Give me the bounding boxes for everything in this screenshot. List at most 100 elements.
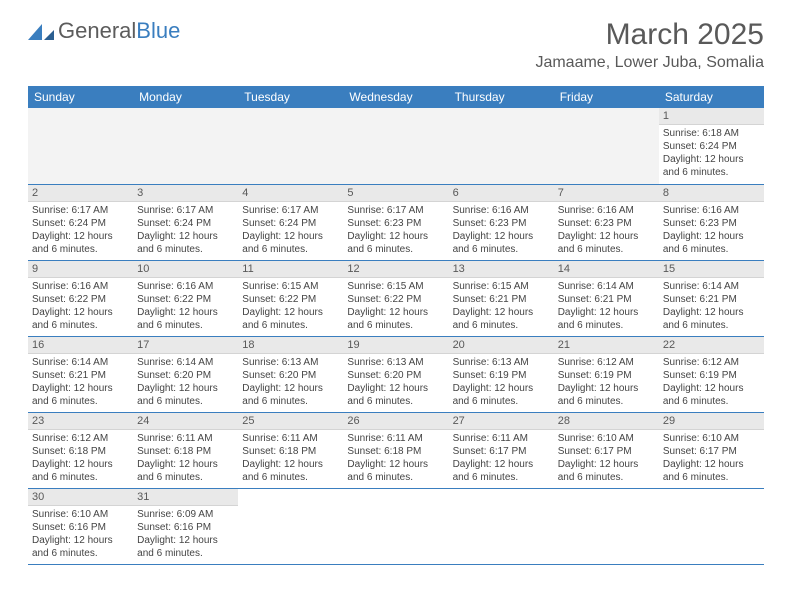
calendar-table: SundayMondayTuesdayWednesdayThursdayFrid…: [28, 86, 764, 565]
day-body: Sunrise: 6:10 AMSunset: 6:17 PMDaylight:…: [554, 430, 659, 488]
calendar-row: 23Sunrise: 6:12 AMSunset: 6:18 PMDayligh…: [28, 412, 764, 488]
page-title: March 2025: [535, 18, 764, 52]
day-number: 2: [28, 185, 133, 202]
day-body: Sunrise: 6:13 AMSunset: 6:19 PMDaylight:…: [449, 354, 554, 412]
weekday-header: Friday: [554, 86, 659, 108]
logo-icon: [28, 20, 54, 42]
day-body: Sunrise: 6:09 AMSunset: 6:16 PMDaylight:…: [133, 506, 238, 564]
day-number: 1: [659, 108, 764, 125]
weekday-header-row: SundayMondayTuesdayWednesdayThursdayFrid…: [28, 86, 764, 108]
day-cell: 17Sunrise: 6:14 AMSunset: 6:20 PMDayligh…: [133, 336, 238, 412]
day-body: Sunrise: 6:17 AMSunset: 6:23 PMDaylight:…: [343, 202, 448, 260]
location: Jamaame, Lower Juba, Somalia: [535, 54, 764, 72]
empty-cell: [554, 488, 659, 564]
empty-cell: [343, 488, 448, 564]
day-cell: 21Sunrise: 6:12 AMSunset: 6:19 PMDayligh…: [554, 336, 659, 412]
day-cell: 12Sunrise: 6:15 AMSunset: 6:22 PMDayligh…: [343, 260, 448, 336]
day-number: 17: [133, 337, 238, 354]
day-number: 14: [554, 261, 659, 278]
day-cell: 6Sunrise: 6:16 AMSunset: 6:23 PMDaylight…: [449, 184, 554, 260]
day-body: Sunrise: 6:14 AMSunset: 6:21 PMDaylight:…: [28, 354, 133, 412]
empty-cell: [659, 488, 764, 564]
empty-cell: [554, 108, 659, 184]
day-cell: 31Sunrise: 6:09 AMSunset: 6:16 PMDayligh…: [133, 488, 238, 564]
day-cell: 16Sunrise: 6:14 AMSunset: 6:21 PMDayligh…: [28, 336, 133, 412]
day-number: 10: [133, 261, 238, 278]
day-body: Sunrise: 6:18 AMSunset: 6:24 PMDaylight:…: [659, 125, 764, 183]
weekday-header: Thursday: [449, 86, 554, 108]
day-number: 19: [343, 337, 448, 354]
day-body: Sunrise: 6:13 AMSunset: 6:20 PMDaylight:…: [343, 354, 448, 412]
title-block: March 2025 Jamaame, Lower Juba, Somalia: [535, 18, 764, 72]
empty-cell: [133, 108, 238, 184]
day-body: Sunrise: 6:14 AMSunset: 6:20 PMDaylight:…: [133, 354, 238, 412]
day-body: Sunrise: 6:17 AMSunset: 6:24 PMDaylight:…: [28, 202, 133, 260]
calendar-row: 16Sunrise: 6:14 AMSunset: 6:21 PMDayligh…: [28, 336, 764, 412]
day-cell: 30Sunrise: 6:10 AMSunset: 6:16 PMDayligh…: [28, 488, 133, 564]
day-body: Sunrise: 6:12 AMSunset: 6:19 PMDaylight:…: [554, 354, 659, 412]
day-cell: 23Sunrise: 6:12 AMSunset: 6:18 PMDayligh…: [28, 412, 133, 488]
day-cell: 18Sunrise: 6:13 AMSunset: 6:20 PMDayligh…: [238, 336, 343, 412]
day-body: Sunrise: 6:12 AMSunset: 6:18 PMDaylight:…: [28, 430, 133, 488]
day-number: 18: [238, 337, 343, 354]
day-number: 25: [238, 413, 343, 430]
day-body: Sunrise: 6:10 AMSunset: 6:16 PMDaylight:…: [28, 506, 133, 564]
day-body: Sunrise: 6:16 AMSunset: 6:23 PMDaylight:…: [659, 202, 764, 260]
day-number: 6: [449, 185, 554, 202]
day-cell: 14Sunrise: 6:14 AMSunset: 6:21 PMDayligh…: [554, 260, 659, 336]
day-cell: 19Sunrise: 6:13 AMSunset: 6:20 PMDayligh…: [343, 336, 448, 412]
logo-text-1: General: [58, 18, 136, 43]
day-cell: 10Sunrise: 6:16 AMSunset: 6:22 PMDayligh…: [133, 260, 238, 336]
day-body: Sunrise: 6:10 AMSunset: 6:17 PMDaylight:…: [659, 430, 764, 488]
logo-text: GeneralBlue: [58, 18, 180, 44]
day-number: 16: [28, 337, 133, 354]
day-number: 8: [659, 185, 764, 202]
day-number: 26: [343, 413, 448, 430]
calendar-body: 1Sunrise: 6:18 AMSunset: 6:24 PMDaylight…: [28, 108, 764, 564]
day-body: Sunrise: 6:11 AMSunset: 6:18 PMDaylight:…: [133, 430, 238, 488]
day-cell: 27Sunrise: 6:11 AMSunset: 6:17 PMDayligh…: [449, 412, 554, 488]
day-cell: 9Sunrise: 6:16 AMSunset: 6:22 PMDaylight…: [28, 260, 133, 336]
empty-cell: [343, 108, 448, 184]
day-cell: 22Sunrise: 6:12 AMSunset: 6:19 PMDayligh…: [659, 336, 764, 412]
calendar-row: 1Sunrise: 6:18 AMSunset: 6:24 PMDaylight…: [28, 108, 764, 184]
calendar-row: 2Sunrise: 6:17 AMSunset: 6:24 PMDaylight…: [28, 184, 764, 260]
header: GeneralBlue March 2025 Jamaame, Lower Ju…: [28, 18, 764, 72]
empty-cell: [238, 108, 343, 184]
day-number: 20: [449, 337, 554, 354]
day-cell: 11Sunrise: 6:15 AMSunset: 6:22 PMDayligh…: [238, 260, 343, 336]
day-number: 15: [659, 261, 764, 278]
day-number: 7: [554, 185, 659, 202]
logo: GeneralBlue: [28, 18, 180, 44]
day-cell: 1Sunrise: 6:18 AMSunset: 6:24 PMDaylight…: [659, 108, 764, 184]
day-cell: 29Sunrise: 6:10 AMSunset: 6:17 PMDayligh…: [659, 412, 764, 488]
day-number: 29: [659, 413, 764, 430]
empty-cell: [449, 488, 554, 564]
day-number: 11: [238, 261, 343, 278]
day-body: Sunrise: 6:13 AMSunset: 6:20 PMDaylight:…: [238, 354, 343, 412]
day-body: Sunrise: 6:14 AMSunset: 6:21 PMDaylight:…: [659, 278, 764, 336]
day-cell: 3Sunrise: 6:17 AMSunset: 6:24 PMDaylight…: [133, 184, 238, 260]
day-number: 22: [659, 337, 764, 354]
day-body: Sunrise: 6:16 AMSunset: 6:23 PMDaylight:…: [449, 202, 554, 260]
day-body: Sunrise: 6:16 AMSunset: 6:22 PMDaylight:…: [28, 278, 133, 336]
empty-cell: [238, 488, 343, 564]
day-number: 13: [449, 261, 554, 278]
day-cell: 7Sunrise: 6:16 AMSunset: 6:23 PMDaylight…: [554, 184, 659, 260]
day-body: Sunrise: 6:15 AMSunset: 6:21 PMDaylight:…: [449, 278, 554, 336]
day-body: Sunrise: 6:11 AMSunset: 6:18 PMDaylight:…: [343, 430, 448, 488]
day-body: Sunrise: 6:15 AMSunset: 6:22 PMDaylight:…: [238, 278, 343, 336]
day-body: Sunrise: 6:14 AMSunset: 6:21 PMDaylight:…: [554, 278, 659, 336]
day-number: 28: [554, 413, 659, 430]
day-cell: 5Sunrise: 6:17 AMSunset: 6:23 PMDaylight…: [343, 184, 448, 260]
day-cell: 25Sunrise: 6:11 AMSunset: 6:18 PMDayligh…: [238, 412, 343, 488]
day-body: Sunrise: 6:16 AMSunset: 6:23 PMDaylight:…: [554, 202, 659, 260]
calendar-row: 30Sunrise: 6:10 AMSunset: 6:16 PMDayligh…: [28, 488, 764, 564]
day-cell: 4Sunrise: 6:17 AMSunset: 6:24 PMDaylight…: [238, 184, 343, 260]
weekday-header: Tuesday: [238, 86, 343, 108]
day-body: Sunrise: 6:15 AMSunset: 6:22 PMDaylight:…: [343, 278, 448, 336]
day-number: 21: [554, 337, 659, 354]
day-number: 31: [133, 489, 238, 506]
weekday-header: Saturday: [659, 86, 764, 108]
day-body: Sunrise: 6:17 AMSunset: 6:24 PMDaylight:…: [238, 202, 343, 260]
